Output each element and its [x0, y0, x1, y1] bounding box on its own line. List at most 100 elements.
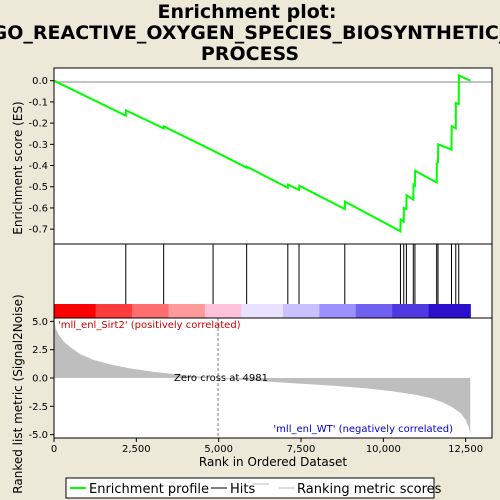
- ranking-bar-segment: [371, 304, 378, 318]
- ranking-bar-segment: [111, 304, 118, 318]
- ranking-bar-segment: [173, 304, 180, 318]
- x-axis-label: Rank in Ordered Dataset: [199, 455, 347, 469]
- x-axis-ticks: 0 2,500 5,000 7,500 10,000 12,500: [51, 438, 483, 455]
- ranking-bar-segment: [204, 304, 211, 318]
- ranking-bar-segment: [314, 304, 320, 318]
- ranking-bar-segment: [236, 304, 242, 318]
- metric-panel-frame: [53, 317, 493, 439]
- legend-metric-label: Ranking metric scores: [297, 482, 442, 497]
- ranking-bar-segment: [241, 304, 248, 318]
- legend-es-label: Enrichment profile: [89, 482, 209, 497]
- metric-y-tick-label: 5.0: [32, 317, 48, 328]
- ranking-bar-segment: [381, 304, 388, 318]
- es-y-tick-label: -0.4: [28, 161, 48, 172]
- ranking-bar-segment: [163, 304, 170, 318]
- legend-box: [65, 477, 435, 499]
- metric-y-tick-label: -2.5: [28, 402, 48, 413]
- legend-hits-label: Hits: [230, 482, 255, 497]
- ranking-bar-segment: [334, 304, 341, 318]
- legend: Enrichment profile Hits Ranking metric s…: [65, 477, 442, 499]
- ranking-bar-segment: [194, 304, 201, 318]
- metric-y-ticks: 5.0 2.5 0.0 -2.5 -5.0: [28, 317, 54, 441]
- enrichment-profile-line: [53, 73, 471, 233]
- x-tick-label: 10,000: [366, 444, 401, 455]
- ranking-bar-segment: [418, 304, 425, 318]
- ranking-bar-segment: [324, 304, 331, 318]
- ranking-bar-segment: [54, 304, 60, 318]
- ranking-bar-segment: [402, 304, 409, 318]
- negative-correlation-label: 'mll_enl_WT' (negatively correlated): [273, 424, 453, 435]
- ranking-bar-segment: [121, 304, 128, 318]
- ranking-bar-segment: [184, 304, 190, 318]
- ranking-bar-segment: [230, 304, 237, 318]
- chart-title-line-1: Enrichment plot:: [158, 1, 337, 23]
- ranking-bar-segment: [142, 304, 149, 318]
- ranking-bar-segment: [210, 304, 216, 318]
- chart-title-line-2: GO_REACTIVE_OXYGEN_SPECIES_BIOSYNTHETIC_: [0, 22, 500, 44]
- ranking-bar-segment: [215, 304, 222, 318]
- ranking-bar-segment: [189, 304, 196, 318]
- ranking-bar-segment: [69, 304, 76, 318]
- x-tick-label: 0: [51, 444, 57, 455]
- ranking-bar-segment: [449, 304, 456, 318]
- ranking-bar-segment: [298, 304, 305, 318]
- ranking-bar-segment: [158, 304, 164, 318]
- ranking-bar-segment: [376, 304, 383, 318]
- ranking-bar-segment: [329, 304, 336, 318]
- ranking-metric-area: [54, 320, 471, 435]
- ranking-bar-segment: [85, 304, 92, 318]
- es-y-tick-label: -0.2: [28, 119, 48, 130]
- ranking-bar-segment: [392, 304, 399, 318]
- es-y-tick-label: 0.0: [32, 76, 48, 87]
- es-y-tick-label: -0.5: [28, 182, 48, 193]
- chart-title-line-3: PROCESS: [201, 43, 299, 65]
- ranking-bar-segment: [168, 304, 175, 318]
- ranking-bar-segment: [288, 304, 294, 318]
- ranking-bar-segment: [433, 304, 440, 318]
- ranking-bar-segment: [262, 304, 268, 318]
- ranking-bar-segment: [340, 304, 346, 318]
- es-y-tick-label: -0.3: [28, 140, 48, 151]
- ranking-bar-segment: [90, 304, 97, 318]
- ranking-bar-segment: [59, 304, 66, 318]
- zero-cross-label: Zero cross at 4981: [174, 373, 268, 384]
- ranking-bar-segment: [397, 304, 404, 318]
- es-panel: [54, 68, 492, 244]
- ranking-color-bar: [54, 304, 471, 318]
- ranking-bar-segment: [428, 304, 435, 318]
- es-y-axis-label: Enrichment score (ES): [11, 101, 25, 234]
- ranking-bar-segment: [80, 304, 86, 318]
- ranking-bar-segment: [319, 304, 326, 318]
- ranking-bar-segment: [199, 304, 206, 318]
- ranking-bar-segment: [100, 304, 107, 318]
- ranking-bar-segment: [459, 304, 466, 318]
- ranking-bar-segment: [152, 304, 159, 318]
- es-y-tick-label: -0.6: [28, 203, 48, 214]
- ranking-bar-segment: [178, 304, 185, 318]
- ranking-bar-segment: [64, 304, 71, 318]
- ranking-bar-segment: [256, 304, 263, 318]
- ranking-bar-segment: [465, 304, 471, 318]
- ranking-bar-segment: [267, 304, 274, 318]
- ranking-bar-segment: [277, 304, 284, 318]
- ranking-bar-segment: [439, 304, 445, 318]
- ranking-bar-segment: [407, 304, 414, 318]
- ranking-bar-segment: [423, 304, 430, 318]
- metric-y-tick-label: -5.0: [28, 430, 48, 441]
- hit-marks: [125, 244, 460, 304]
- ranking-bar-segment: [308, 304, 315, 318]
- ranking-bar-segment: [251, 304, 258, 318]
- ranking-bar-segment: [303, 304, 310, 318]
- x-tick-label: 12,500: [448, 444, 483, 455]
- es-y-ticks: 0.0 -0.1 -0.2 -0.3 -0.4 -0.5 -0.6 -0.7: [28, 76, 54, 236]
- es-y-tick-label: -0.7: [28, 225, 48, 236]
- ranking-bar-segment: [413, 304, 419, 318]
- ranking-bar-segment: [454, 304, 461, 318]
- x-tick-label: 2,500: [122, 444, 151, 455]
- ranking-bar-segment: [74, 304, 81, 318]
- ranking-bar-segment: [220, 304, 227, 318]
- ranking-bar-segment: [225, 304, 232, 318]
- ranking-bar-segment: [350, 304, 357, 318]
- x-tick-label: 7,500: [287, 444, 316, 455]
